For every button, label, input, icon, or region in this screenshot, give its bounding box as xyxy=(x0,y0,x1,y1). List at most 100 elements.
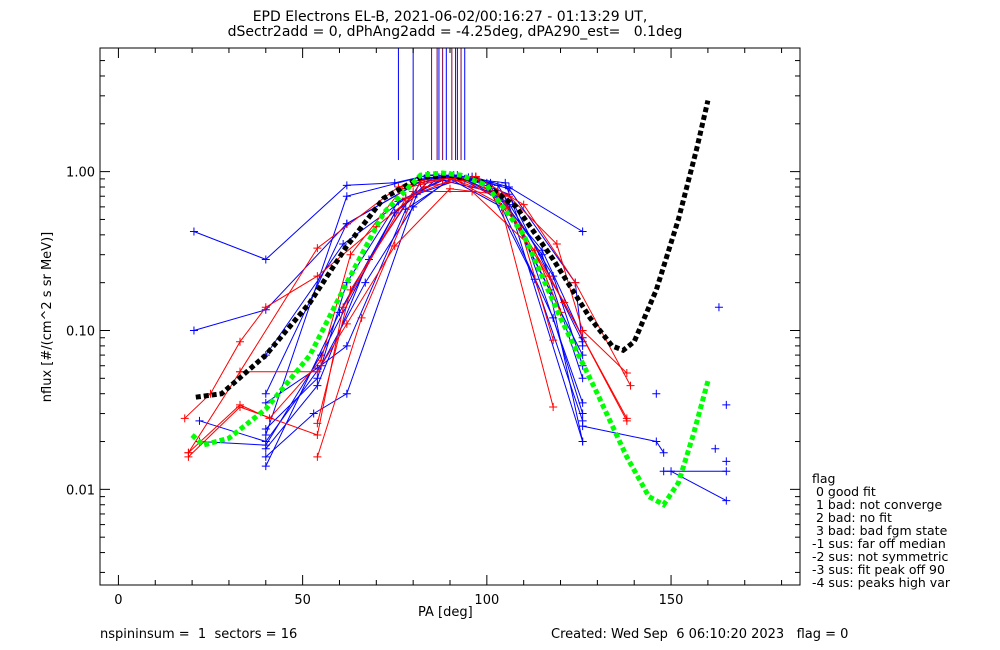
footer-left: nspininsum = 1 sectors = 16 xyxy=(100,627,298,642)
data-point xyxy=(571,278,580,287)
data-point xyxy=(578,437,587,446)
y-tick-label: 0.10 xyxy=(66,324,95,339)
data-point xyxy=(530,246,539,255)
data-point xyxy=(659,467,668,476)
data-point xyxy=(578,227,587,236)
data-point xyxy=(236,400,244,409)
x-tick-label: 50 xyxy=(294,593,311,608)
data-point xyxy=(261,303,270,312)
data-point xyxy=(552,240,561,249)
data-point xyxy=(313,452,322,461)
legend-item: -3 sus: fit peak off 90 xyxy=(812,562,945,577)
data-point xyxy=(342,341,351,350)
data-point xyxy=(313,430,322,439)
legend-title: flag xyxy=(812,471,836,486)
data-point xyxy=(195,416,204,425)
data-point xyxy=(578,326,587,335)
data-point xyxy=(184,448,193,457)
data-point xyxy=(265,414,274,423)
data-point xyxy=(261,441,270,450)
data-point xyxy=(339,240,348,249)
legend-item: -4 sus: peaks high var xyxy=(812,575,951,590)
data-point xyxy=(578,398,587,407)
series-line xyxy=(265,179,584,430)
data-point xyxy=(313,419,322,428)
data-point xyxy=(342,181,351,190)
data-point xyxy=(342,319,351,328)
data-point xyxy=(313,272,322,281)
data-point xyxy=(578,374,587,383)
data-point xyxy=(549,336,558,345)
data-point xyxy=(261,255,270,264)
data-point xyxy=(626,381,635,390)
data-point xyxy=(714,303,723,312)
chart-title-line2: dSectr2add = 0, dPhAng2add = -4.25deg, d… xyxy=(227,24,683,40)
data-point xyxy=(468,187,477,196)
legend-item: 3 bad: bad fgm state xyxy=(812,523,948,538)
data-point xyxy=(545,272,554,281)
data-point xyxy=(180,414,189,423)
plot-frame xyxy=(99,47,801,586)
fit-curve xyxy=(195,100,711,400)
y-axis-label: nflux [#/(cm^2 s sr MeV)] xyxy=(40,231,55,403)
x-tick-label: 100 xyxy=(474,593,499,608)
data-point xyxy=(313,381,322,390)
data-point xyxy=(261,389,270,398)
series-line xyxy=(265,176,584,442)
legend-item: 2 bad: no fit xyxy=(812,510,892,525)
legend-item: -2 sus: not symmetric xyxy=(812,549,949,564)
data-point xyxy=(722,400,731,409)
data-point xyxy=(493,181,502,190)
data-point xyxy=(189,326,198,335)
axes-layer: 0 50 100 150 0.01 0.10 1.00 xyxy=(66,47,800,608)
data-point xyxy=(189,227,198,236)
data-point xyxy=(519,200,528,209)
data-point xyxy=(342,192,351,201)
data-point xyxy=(346,250,355,259)
x-axis-label: PA [deg] xyxy=(418,605,473,620)
data-point xyxy=(722,457,731,466)
legend-item: -1 sus: far off median xyxy=(812,536,946,551)
data-point xyxy=(261,462,270,471)
data-point xyxy=(501,178,510,187)
data-point xyxy=(652,389,661,398)
legend-item: 0 good fit xyxy=(812,484,876,499)
series-line xyxy=(193,176,584,346)
data-point xyxy=(313,244,322,253)
data-point xyxy=(549,402,558,411)
data-point xyxy=(471,172,480,181)
y-tick-label: 0.01 xyxy=(66,483,95,498)
series-line xyxy=(316,176,554,458)
y-tick-label: 1.00 xyxy=(66,166,95,181)
series-line xyxy=(316,191,561,424)
x-tick-label: 0 xyxy=(114,593,122,608)
data-point xyxy=(317,356,326,365)
data-point xyxy=(722,496,731,505)
data-point xyxy=(659,448,668,457)
data-point xyxy=(578,422,587,431)
series-line xyxy=(265,176,584,467)
data-point xyxy=(236,337,244,346)
series-line xyxy=(265,174,584,436)
data-point xyxy=(722,467,731,476)
legend-item: 1 bad: not converge xyxy=(812,497,943,512)
series-layer xyxy=(180,48,731,508)
data-point xyxy=(313,367,322,376)
footer-right: Created: Wed Sep 6 06:10:20 2023 flag = … xyxy=(551,627,849,642)
series-line xyxy=(240,188,554,408)
x-tick-label: 150 xyxy=(659,593,684,608)
data-point xyxy=(261,430,270,439)
data-point xyxy=(357,313,366,322)
data-point xyxy=(409,187,418,196)
data-point xyxy=(667,467,676,476)
series-line xyxy=(184,179,628,419)
data-point xyxy=(342,389,351,398)
data-point xyxy=(622,414,631,423)
data-point xyxy=(652,437,661,446)
data-point xyxy=(711,444,720,453)
data-point xyxy=(361,278,370,287)
data-point xyxy=(346,285,355,294)
fit-curve xyxy=(190,170,711,508)
legend: flag 0 good fit 1 bad: not converge 2 ba… xyxy=(812,472,950,589)
